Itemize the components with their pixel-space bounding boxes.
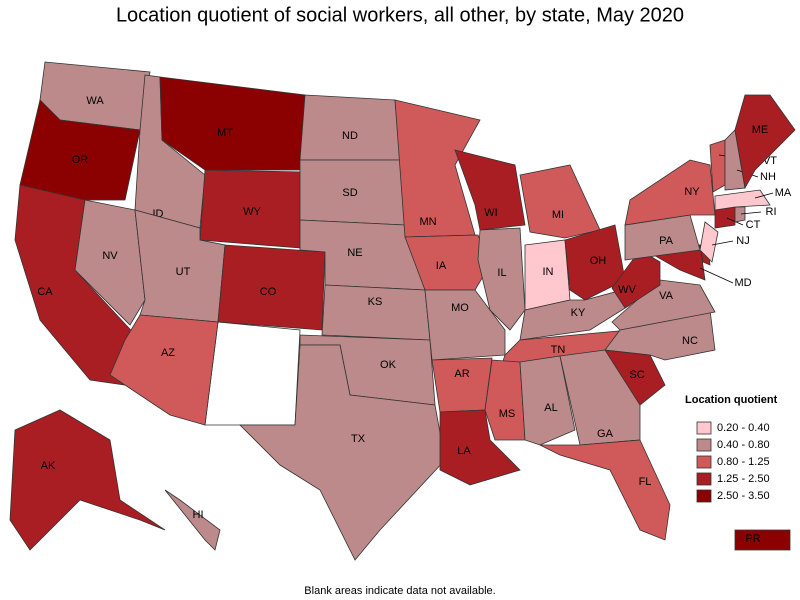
state xyxy=(624,159,716,226)
state xyxy=(699,221,719,263)
state-label: MS xyxy=(499,408,516,420)
state xyxy=(539,439,671,541)
state-label: CO xyxy=(260,286,277,298)
state xyxy=(734,529,791,551)
state-label: NV xyxy=(102,250,118,262)
state-label: WA xyxy=(86,95,104,107)
state-label: WV xyxy=(618,284,636,296)
legend-label: 2.50 - 3.50 xyxy=(717,490,770,502)
state xyxy=(714,206,736,229)
state xyxy=(714,189,771,211)
state-label: IA xyxy=(436,260,447,272)
state-label: VA xyxy=(659,290,674,302)
state-label: SD xyxy=(342,187,357,199)
state-label: WY xyxy=(243,206,261,218)
state xyxy=(477,227,526,331)
state-label: UT xyxy=(176,266,191,278)
state xyxy=(484,359,526,441)
state-label: AK xyxy=(41,460,56,472)
state-label: ND xyxy=(342,130,358,142)
state-label: NE xyxy=(347,247,362,259)
state-label: KY xyxy=(571,307,586,319)
state-label: OK xyxy=(380,359,397,371)
legend-swatch xyxy=(696,421,712,435)
state xyxy=(564,224,626,301)
leader-line xyxy=(699,267,734,284)
state-label: SC xyxy=(629,369,644,381)
state xyxy=(74,199,146,326)
leader-line xyxy=(711,240,734,246)
legend-label: 0.40 - 0.80 xyxy=(717,439,770,451)
state-label: NC xyxy=(682,335,698,347)
state-label: IL xyxy=(497,267,506,279)
state xyxy=(159,76,306,171)
state-label: IN xyxy=(543,266,554,278)
state xyxy=(519,355,576,446)
state-label: TX xyxy=(351,433,366,445)
state-label: PR xyxy=(745,533,760,545)
legend-swatch xyxy=(696,489,712,503)
leader-line xyxy=(754,192,774,199)
legend-label: 0.80 - 1.25 xyxy=(717,456,770,468)
state xyxy=(519,164,601,239)
legend-swatch xyxy=(696,455,712,469)
state xyxy=(109,314,219,426)
state-label: AR xyxy=(454,368,469,380)
state-label: AZ xyxy=(161,347,175,359)
state-label: NJ xyxy=(736,235,749,247)
state-label: MO xyxy=(451,302,469,314)
state-label: ME xyxy=(752,124,769,136)
state-label: FL xyxy=(639,476,652,488)
state-label: KS xyxy=(368,296,383,308)
state-label: MA xyxy=(775,187,792,199)
state-label: NY xyxy=(684,186,700,198)
state xyxy=(394,99,481,238)
state-label: OH xyxy=(590,255,607,267)
state-label: ID xyxy=(153,208,164,220)
state-label: MT xyxy=(217,127,233,139)
legend-label: 1.25 - 2.50 xyxy=(717,473,770,485)
legend-title: Location quotient xyxy=(685,394,778,406)
state xyxy=(431,357,493,413)
state-label: WI xyxy=(484,207,497,219)
state-label: TN xyxy=(551,344,566,356)
state xyxy=(734,206,746,223)
state xyxy=(299,94,401,161)
state xyxy=(239,344,446,561)
state-label: OR xyxy=(72,154,89,166)
leader-line xyxy=(740,211,762,215)
state xyxy=(454,149,526,231)
state xyxy=(734,94,796,190)
state-label: AL xyxy=(544,402,557,414)
state-label: HI xyxy=(193,509,204,521)
legend-label: 0.20 - 0.40 xyxy=(717,422,770,434)
state-label: MI xyxy=(552,209,564,221)
state xyxy=(9,409,166,551)
state-no-data xyxy=(204,321,301,426)
state-label: MN xyxy=(419,216,436,228)
legend-swatch xyxy=(696,472,712,486)
state xyxy=(709,139,726,193)
state xyxy=(164,489,221,551)
footnote: Blank areas indicate data not available. xyxy=(304,585,495,597)
state-label: PA xyxy=(659,235,674,247)
map-title: Location quotient of social workers, all… xyxy=(116,4,684,26)
state-label: NH xyxy=(760,171,776,183)
state-label: MD xyxy=(734,277,751,289)
state-label: GA xyxy=(597,428,614,440)
state-label: LA xyxy=(457,445,471,457)
state-label: CT xyxy=(746,219,761,231)
state-label: RI xyxy=(766,206,777,218)
state-label: CA xyxy=(37,286,53,298)
state xyxy=(321,284,431,341)
legend-swatch xyxy=(696,438,712,452)
